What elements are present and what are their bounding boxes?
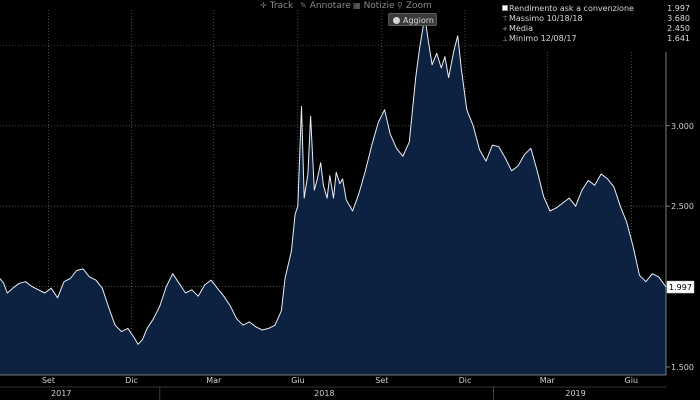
x-tick-label: Giu bbox=[625, 376, 639, 385]
year-label: 2017 bbox=[51, 389, 71, 398]
legend-avg: + Media 2.450 bbox=[502, 24, 694, 34]
legend-max-label: Massimo 10/18/18 bbox=[509, 14, 583, 23]
legend-avg-label: Media bbox=[509, 24, 534, 33]
legend-max: ⊤ Massimo 10/18/18 3.680 bbox=[502, 14, 694, 24]
news-icon: ▦ bbox=[353, 1, 361, 10]
legend-min: ⊥ Minimo 12/08/17 1.641 bbox=[502, 34, 694, 44]
chart-legend: Rendimento ask a convenzione 1.997 ⊤ Mas… bbox=[502, 4, 694, 52]
x-tick-label: Dic bbox=[459, 376, 472, 385]
last-value-box bbox=[666, 280, 695, 294]
x-tick-label: Set bbox=[375, 376, 388, 385]
legend-avg-value: 2.450 bbox=[667, 24, 690, 33]
x-tick-label: Giu bbox=[291, 376, 305, 385]
zoom-label: Zoom bbox=[405, 1, 432, 11]
refresh-label: Aggiorn bbox=[403, 16, 434, 25]
average-marker-icon: + bbox=[502, 25, 508, 33]
last-value-label: 1.997 bbox=[669, 283, 692, 292]
pencil-icon: ✎ bbox=[300, 1, 307, 10]
x-tick-label: Dic bbox=[125, 376, 138, 385]
legend-series[interactable]: Rendimento ask a convenzione 1.997 bbox=[502, 4, 694, 14]
x-tick-label: Mar bbox=[206, 376, 222, 385]
max-marker-icon: ⊤ bbox=[502, 15, 509, 23]
min-marker-icon: ⊥ bbox=[502, 35, 509, 43]
x-tick-label: Set bbox=[42, 376, 55, 385]
y-tick-label: 2.500 bbox=[671, 202, 694, 211]
annotate-button[interactable]: ✎ Annotare bbox=[300, 0, 351, 12]
legend-min-label: Minimo 12/08/17 bbox=[509, 34, 577, 43]
chart-toolbar: ✛ Track ✎ Annotare ▦ Notizie ⚲ Zoom bbox=[0, 0, 700, 12]
news-button[interactable]: ▦ Notizie bbox=[353, 0, 395, 12]
year-label: 2019 bbox=[565, 389, 585, 398]
crosshair-icon: ✛ bbox=[260, 1, 267, 10]
zoom-button[interactable]: ⚲ Zoom bbox=[397, 0, 432, 12]
y-tick-label: 3.000 bbox=[671, 122, 694, 131]
x-tick-label: Mar bbox=[540, 376, 556, 385]
track-button[interactable]: ✛ Track bbox=[260, 0, 293, 12]
series-visibility-checkbox[interactable] bbox=[502, 5, 508, 11]
yield-line bbox=[0, 15, 667, 345]
refresh-icon bbox=[393, 17, 400, 24]
annotate-label: Annotare bbox=[309, 1, 351, 11]
refresh-button[interactable]: Aggiorn bbox=[388, 13, 437, 26]
legend-series-value: 1.997 bbox=[667, 4, 690, 13]
track-label: Track bbox=[269, 1, 294, 11]
legend-series-label: Rendimento ask a convenzione bbox=[509, 4, 634, 13]
magnifier-icon: ⚲ bbox=[397, 1, 403, 10]
legend-max-value: 3.680 bbox=[667, 14, 690, 23]
year-label: 2018 bbox=[314, 389, 334, 398]
news-label: Notizie bbox=[363, 1, 395, 11]
legend-min-value: 1.641 bbox=[667, 34, 690, 43]
y-tick-label: 1.500 bbox=[671, 363, 694, 372]
